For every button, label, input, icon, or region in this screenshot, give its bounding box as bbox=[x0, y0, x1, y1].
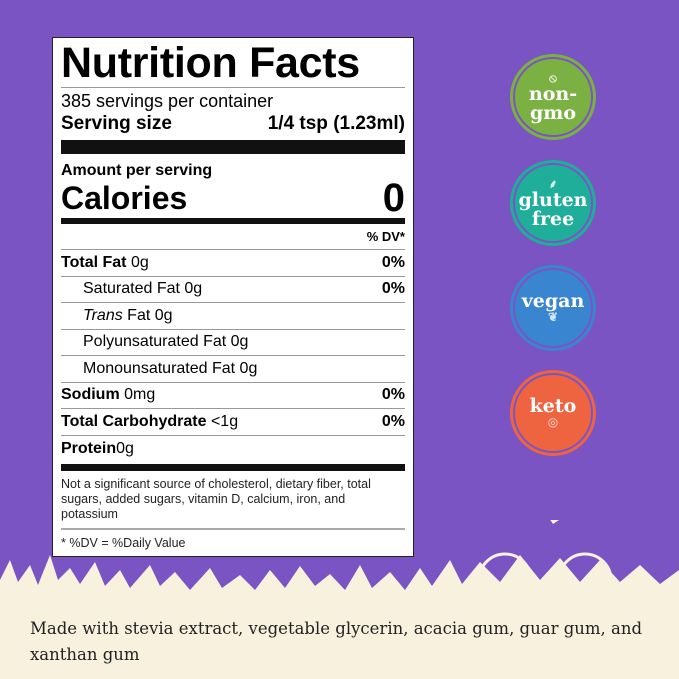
nutrition-note: Not a significant source of cholesterol,… bbox=[61, 471, 405, 530]
dv-header: % DV* bbox=[61, 224, 405, 250]
servings-per-container: 385 servings per container bbox=[61, 91, 274, 111]
nutrient-row-protein: Protein0g bbox=[61, 439, 134, 457]
ground bbox=[0, 600, 679, 679]
divider-medium bbox=[61, 218, 405, 224]
nutrient-row-monounsaturated-fat: Monounsaturated Fat 0g bbox=[61, 356, 405, 383]
divider-thick bbox=[61, 140, 405, 154]
leaf-icon: ❦ bbox=[547, 310, 559, 324]
calories-row: Calories 0 bbox=[61, 176, 405, 220]
badge-gluten-free: ⸙ gluten free bbox=[510, 160, 596, 246]
wheat-icon: ⸙ bbox=[548, 176, 558, 191]
egg-icon: ◎ bbox=[547, 415, 559, 429]
badge-keto: keto ◎ bbox=[510, 370, 596, 456]
nutrient-row-trans-fat: Trans Fat 0g bbox=[61, 303, 405, 330]
badge-vegan: vegan ❦ bbox=[510, 265, 596, 351]
serving-size: Serving size 1/4 tsp (1.23ml) bbox=[61, 112, 405, 136]
dv-footnote: * %DV = %Daily Value bbox=[61, 536, 186, 550]
nutrition-title: Nutrition Facts bbox=[61, 38, 405, 88]
nutrient-row-polyunsaturated-fat: Polyunsaturated Fat 0g bbox=[61, 330, 405, 356]
amount-per-serving: Amount per serving bbox=[61, 162, 213, 179]
nutrient-row-saturated-fat: Saturated Fat 0g 0% bbox=[61, 277, 405, 303]
nutrition-facts-panel: Nutrition Facts 385 servings per contain… bbox=[52, 37, 414, 557]
serving-size-label: Serving size bbox=[61, 113, 172, 134]
nutrient-row-sodium: Sodium 0mg 0% bbox=[61, 383, 405, 409]
nutrient-row-total-fat: Total Fat 0g 0% bbox=[61, 250, 405, 277]
divider-thick bbox=[61, 464, 405, 471]
no-gmo-flask-icon: ⦸ bbox=[549, 70, 557, 85]
calories-label: Calories bbox=[61, 180, 188, 216]
ingredients-text: Made with stevia extract, vegetable glyc… bbox=[30, 619, 643, 664]
serving-size-value: 1/4 tsp (1.23ml) bbox=[267, 113, 405, 134]
badge-non-gmo: ⦸ non-gmo bbox=[510, 54, 596, 140]
nutrient-row-total-carbohydrate: Total Carbohydrate <1g 0% bbox=[61, 409, 405, 436]
calories-value: 0 bbox=[382, 176, 405, 220]
